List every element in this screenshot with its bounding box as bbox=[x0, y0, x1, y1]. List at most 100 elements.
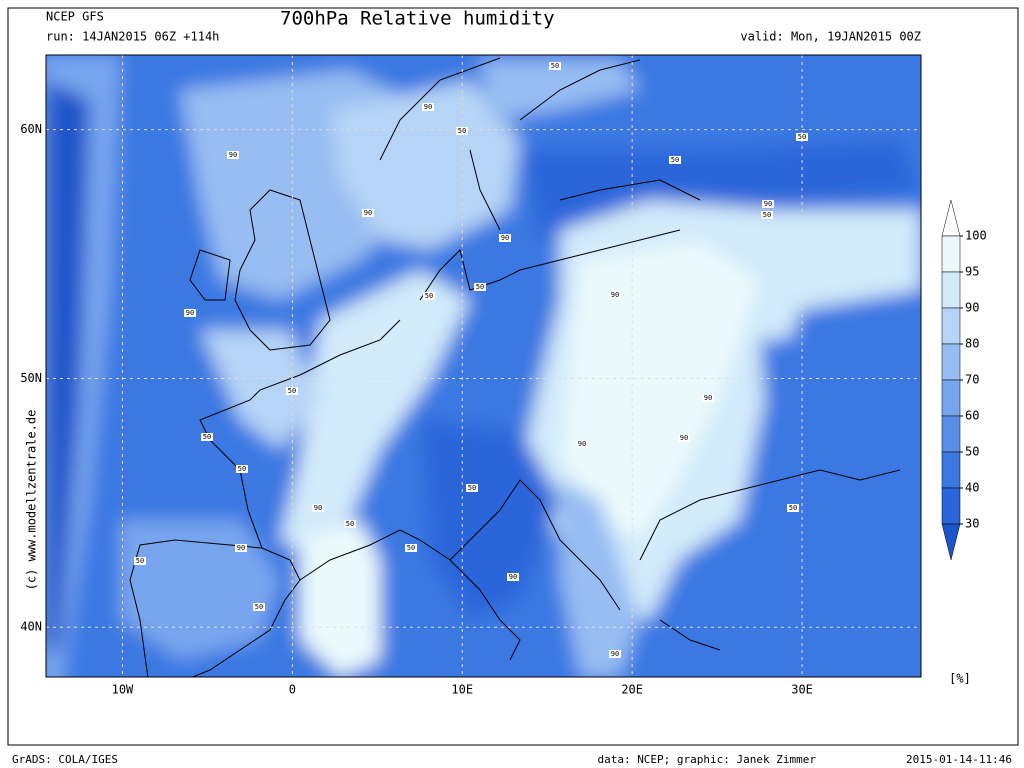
contour-label-box bbox=[236, 465, 248, 473]
map-frame bbox=[45, 54, 922, 678]
contour-label-box bbox=[761, 211, 773, 219]
contour-label: 90 bbox=[314, 504, 322, 512]
contour-label-box bbox=[609, 650, 621, 658]
contour-label: 90 bbox=[764, 200, 772, 208]
contour-label: 50 bbox=[789, 504, 797, 512]
x-tick-label: 10E bbox=[451, 683, 473, 697]
contour-label: 50 bbox=[203, 433, 211, 441]
contour-label-box bbox=[286, 387, 298, 395]
humidity-field bbox=[46, 55, 921, 677]
run: run: 14JAN2015 06Z +114h bbox=[46, 30, 219, 44]
contour-label-box bbox=[312, 504, 324, 512]
contour-label: 50 bbox=[763, 211, 771, 219]
legend-arrow-top bbox=[941, 199, 961, 237]
contour-label-box bbox=[201, 433, 213, 441]
contour-label: 90 bbox=[680, 434, 688, 442]
contour-label-box bbox=[702, 394, 714, 402]
legend-arrow-bottom bbox=[941, 523, 961, 561]
contour-label-box bbox=[549, 62, 561, 70]
contour-label: 90 bbox=[237, 544, 245, 552]
humidity-area bbox=[760, 330, 921, 600]
legend-swatch bbox=[941, 307, 961, 345]
frame bbox=[7, 7, 1019, 746]
contour-label-box bbox=[762, 200, 774, 208]
contour-labels: 50 90 50 90 50 50 90 90 50 90 50 50 90 90 50 90 50 90 90 50… bbox=[134, 62, 808, 658]
contour-label-box bbox=[344, 520, 356, 528]
legend-swatch bbox=[941, 343, 961, 381]
legend-label: 70 bbox=[965, 373, 979, 387]
contour-label: 90 bbox=[186, 309, 194, 317]
contour-label-box bbox=[253, 603, 265, 611]
contour-label: 90 bbox=[578, 440, 586, 448]
contour-label-box bbox=[609, 291, 621, 299]
x-tick-label: 30E bbox=[791, 683, 813, 697]
coast bbox=[379, 57, 701, 231]
credit: data: NCEP; graphic: Janek Zimmer bbox=[597, 753, 816, 766]
legend-swatch bbox=[941, 487, 961, 525]
contour-label-box bbox=[423, 292, 435, 300]
x-tick-label: 10W bbox=[112, 683, 134, 697]
coastlines bbox=[129, 57, 901, 677]
legend-label: 100 bbox=[965, 229, 987, 243]
contour-label: 90 bbox=[704, 394, 712, 402]
watermark: (c) www.modellzentrale.de bbox=[25, 410, 39, 591]
contour-label: 90 bbox=[364, 209, 372, 217]
legend-label: 40 bbox=[965, 481, 979, 495]
contour-label-box bbox=[474, 283, 486, 291]
contour-label-box bbox=[499, 234, 511, 242]
contour-label-box bbox=[456, 127, 468, 135]
coast bbox=[639, 469, 901, 651]
humidity-area bbox=[330, 80, 520, 250]
contour-label: 50 bbox=[407, 544, 415, 552]
humidity-area bbox=[280, 270, 470, 560]
contour-label-box bbox=[669, 156, 681, 164]
legend-label: 30 bbox=[965, 517, 979, 531]
contour-label-box bbox=[362, 209, 374, 217]
contour-label-box bbox=[787, 504, 799, 512]
legend-label: 80 bbox=[965, 337, 979, 351]
contour-label-box bbox=[422, 103, 434, 111]
y-tick-label: 50N bbox=[20, 371, 42, 385]
contour-label-box bbox=[796, 133, 808, 141]
legend-label: 95 bbox=[965, 265, 979, 279]
legend: 100 95 90 80 70 60 50 40 30 bbox=[941, 199, 987, 561]
contour-label: 50 bbox=[288, 387, 296, 395]
contour-label-box bbox=[184, 309, 196, 317]
contour-label-box bbox=[235, 544, 247, 552]
legend-swatch bbox=[941, 379, 961, 417]
coast bbox=[189, 189, 331, 351]
legend-label: 50 bbox=[965, 445, 979, 459]
x-tick-label: 0 bbox=[289, 683, 296, 697]
contour-label: 50 bbox=[476, 283, 484, 291]
contour-label: 50 bbox=[798, 133, 806, 141]
legend-swatch bbox=[941, 415, 961, 453]
contour-label: 50 bbox=[671, 156, 679, 164]
legend-unit: [%] bbox=[949, 672, 971, 686]
contour-label: 50 bbox=[255, 603, 263, 611]
contour-label: 50 bbox=[425, 292, 433, 300]
coast bbox=[199, 319, 401, 549]
legend-swatch bbox=[941, 235, 961, 273]
humidity-area bbox=[560, 480, 640, 677]
field-layer bbox=[46, 55, 921, 677]
legend-label: 90 bbox=[965, 301, 979, 315]
contour-label: 90 bbox=[501, 234, 509, 242]
contour-label: 90 bbox=[611, 650, 619, 658]
software: GrADS: COLA/IGES bbox=[12, 753, 118, 766]
y-tick-label: 60N bbox=[20, 122, 42, 136]
contour-label: 90 bbox=[424, 103, 432, 111]
contour-label: 50 bbox=[136, 557, 144, 565]
contour-label: 50 bbox=[238, 465, 246, 473]
x-tick-label: 20E bbox=[621, 683, 643, 697]
model: NCEP GFS bbox=[46, 10, 104, 24]
contour-label: 50 bbox=[458, 127, 466, 135]
humidity-area bbox=[560, 240, 760, 540]
coast bbox=[299, 479, 621, 661]
contour-label-box bbox=[576, 440, 588, 448]
legend-swatch bbox=[941, 271, 961, 309]
valid: valid: Mon, 19JAN2015 00Z bbox=[740, 30, 921, 44]
coast bbox=[129, 539, 301, 677]
contour-label-box bbox=[134, 557, 146, 565]
humidity-area bbox=[300, 520, 380, 677]
contour-label: 90 bbox=[509, 573, 517, 581]
